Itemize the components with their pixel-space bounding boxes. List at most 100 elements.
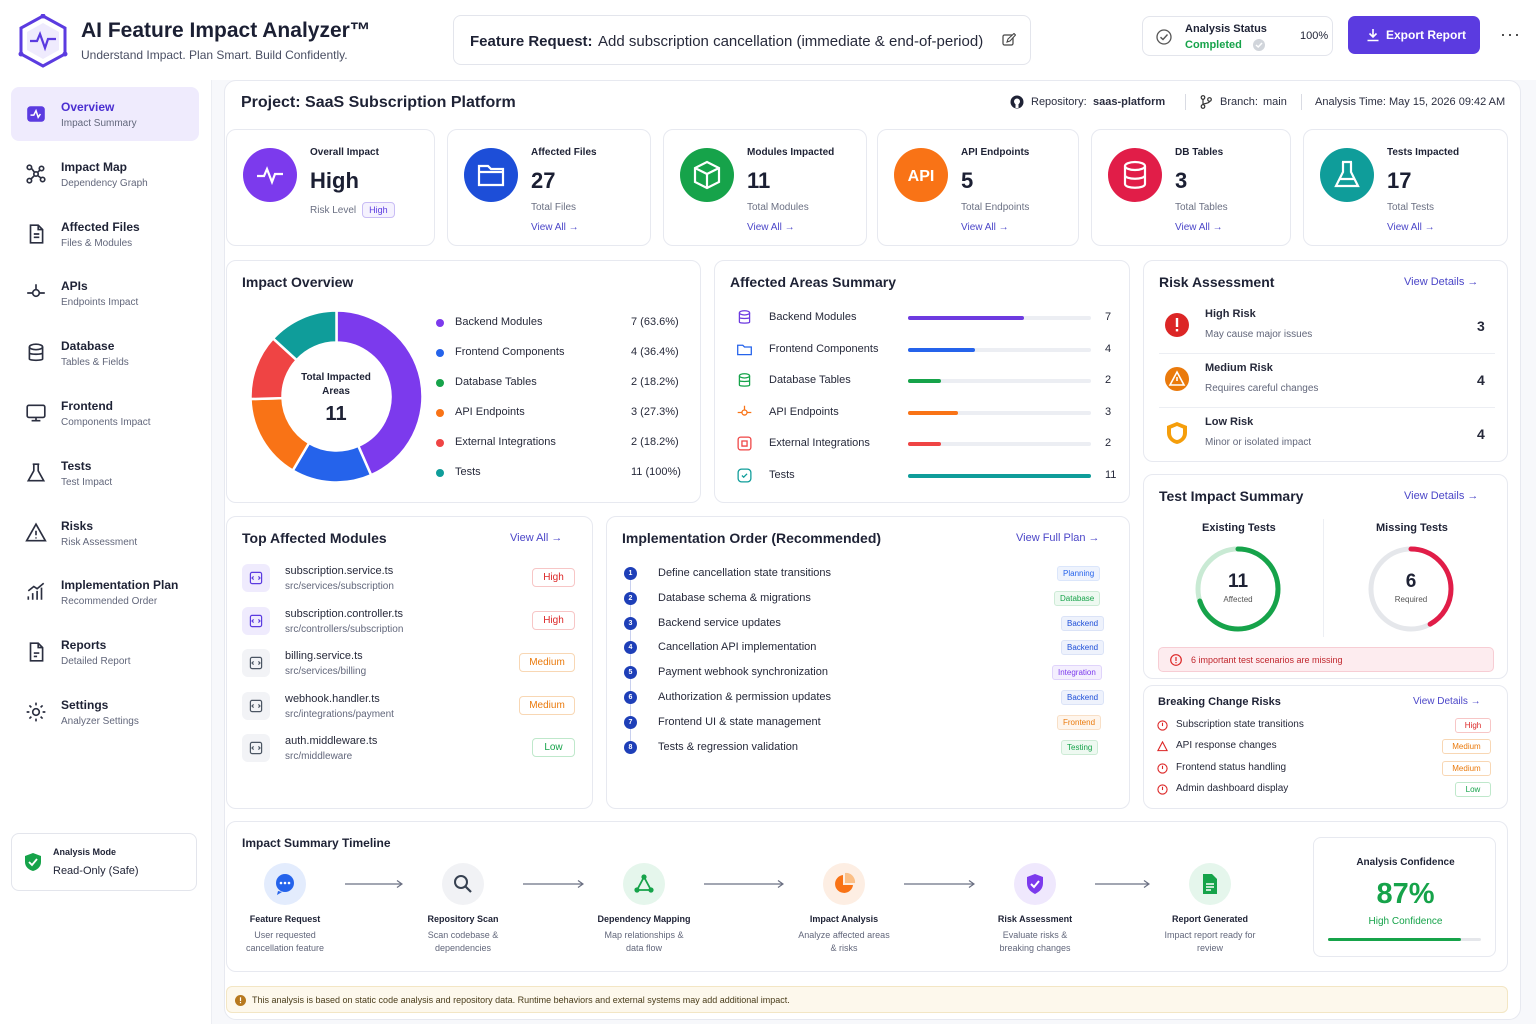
chat-icon bbox=[276, 874, 294, 895]
step-number: 1 bbox=[624, 567, 637, 580]
sidebar-item-sub: Dependency Graph bbox=[61, 177, 148, 189]
plan-view-full-link[interactable]: View Full Plan → bbox=[1016, 532, 1100, 544]
breaking-risk-icon bbox=[1157, 762, 1168, 774]
module-name[interactable]: webhook.handler.ts bbox=[285, 692, 380, 705]
app-title: AI Feature Impact Analyzer™ bbox=[81, 19, 371, 42]
stat-card-tests-impacted[interactable]: Tests Impacted 17 Total Tests View All → bbox=[1303, 129, 1508, 246]
legend-value: 2 (18.2%) bbox=[631, 376, 679, 388]
analysis-time: Analysis Time: May 15, 2026 09:42 AM bbox=[1315, 96, 1505, 108]
sidebar-item-overview[interactable]: Overview Impact Summary bbox=[11, 87, 199, 141]
stat-value: 11 bbox=[747, 168, 771, 193]
area-bar-fill bbox=[908, 442, 942, 447]
export-report-button[interactable]: Export Report bbox=[1348, 16, 1480, 54]
area-value: 4 bbox=[1105, 342, 1112, 355]
stat-card-affected-files[interactable]: Affected Files 27 Total Files View All → bbox=[447, 129, 651, 246]
stat-sub: Risk Level High bbox=[310, 202, 395, 218]
risk-view-details-link[interactable]: View Details → bbox=[1404, 276, 1479, 288]
risk-count: 3 bbox=[1477, 318, 1485, 334]
step-number: 2 bbox=[624, 591, 637, 605]
sidebar-item-apis[interactable]: APIs Endpoints Impact bbox=[11, 266, 199, 320]
view-all-link[interactable]: View All → bbox=[1387, 222, 1435, 233]
medium-risk-icon bbox=[1165, 367, 1189, 391]
area-bar-fill bbox=[908, 347, 975, 352]
module-name[interactable]: auth.middleware.ts bbox=[285, 735, 378, 747]
edit-icon[interactable] bbox=[1002, 33, 1016, 47]
stat-sub: Total Endpoints bbox=[961, 202, 1030, 213]
modules-view-all-link[interactable]: View All → bbox=[510, 532, 563, 544]
high-risk-icon bbox=[1165, 313, 1189, 337]
risk-title: Risk Assessment bbox=[1159, 274, 1275, 290]
implementation-plan-card: Implementation Order (Recommended) View … bbox=[606, 516, 1130, 809]
risk-label: Low Risk bbox=[1205, 416, 1254, 428]
arrow-right-icon bbox=[345, 880, 403, 888]
module-icon-box bbox=[242, 649, 270, 677]
area-bar-fill bbox=[908, 316, 1025, 320]
sidebar-item-affected-files[interactable]: Affected Files Files & Modules bbox=[11, 207, 199, 261]
arrow-right-icon bbox=[1095, 880, 1150, 888]
footer-note: This analysis is based on static code an… bbox=[226, 986, 1508, 1013]
breaking-title: Breaking Change Risks bbox=[1158, 696, 1281, 708]
stat-title: API Endpoints bbox=[961, 147, 1030, 158]
sidebar-item-label: Frontend bbox=[61, 399, 113, 413]
view-all-link[interactable]: View All → bbox=[961, 222, 1009, 233]
sidebar-item-settings[interactable]: Settings Analyzer Settings bbox=[11, 685, 199, 739]
report-icon bbox=[29, 642, 44, 662]
sidebar-item-label: Tests bbox=[61, 458, 92, 473]
feature-request-box[interactable]: Feature Request: Add subscription cancel… bbox=[453, 15, 1031, 65]
module-level-badge: Medium bbox=[519, 695, 575, 715]
sidebar-item-label: Risks bbox=[61, 518, 94, 533]
more-menu-icon[interactable]: ··· bbox=[1500, 24, 1521, 44]
plan-step-tag: Planning bbox=[1057, 566, 1101, 581]
status-percent: 100% bbox=[1300, 30, 1329, 42]
view-all-link[interactable]: View All → bbox=[531, 222, 579, 233]
area-label: Frontend Components bbox=[769, 342, 879, 355]
timeline-step-icon bbox=[1014, 863, 1056, 905]
sidebar-item-sub: Risk Assessment bbox=[61, 536, 138, 548]
timeline-step-sub: Evaluate risks & breaking changes bbox=[999, 930, 1071, 953]
module-name[interactable]: billing.service.ts bbox=[285, 650, 363, 662]
existing-tests-sub: Affected bbox=[1223, 595, 1253, 604]
database-icon bbox=[738, 373, 751, 387]
breaking-view-details-link[interactable]: View Details → bbox=[1413, 696, 1481, 707]
view-all-link[interactable]: View All → bbox=[1175, 222, 1223, 233]
mode-value: Read-Only (Safe) bbox=[53, 865, 139, 877]
breaking-risk-badge: Medium bbox=[1442, 739, 1491, 755]
alert-icon bbox=[1170, 654, 1182, 666]
stat-card-modules-impacted[interactable]: Modules Impacted 11 Total Modules View All … bbox=[663, 129, 867, 246]
timeline-step-title: Repository Scan bbox=[427, 914, 499, 924]
sidebar-item-sub: Files & Modules bbox=[61, 237, 133, 249]
view-all-link[interactable]: View All → bbox=[747, 222, 795, 233]
step-number: 8 bbox=[624, 740, 637, 754]
plan-step-label: Cancellation API implementation bbox=[658, 641, 817, 654]
analysis-status: Analysis Status Completed 100% bbox=[1142, 16, 1333, 56]
stat-icon bbox=[243, 148, 297, 202]
step-number: 3 bbox=[624, 616, 637, 630]
export-label: Export Report bbox=[1386, 28, 1467, 42]
module-level-badge: High bbox=[532, 610, 575, 630]
test-icon bbox=[737, 468, 752, 483]
tests-view-details-link[interactable]: View Details → bbox=[1404, 490, 1479, 502]
plan-step-tag: Database bbox=[1054, 590, 1101, 606]
breaking-risk-badge: Low bbox=[1455, 781, 1491, 797]
sidebar-item-risks[interactable]: Risks Risk Assessment bbox=[11, 506, 199, 560]
timeline-step-icon bbox=[623, 863, 665, 905]
timeline-step-sub: User requested cancellation feature bbox=[245, 930, 325, 953]
sidebar-item-sub: Analyzer Settings bbox=[61, 716, 139, 727]
module-name[interactable]: subscription.service.ts bbox=[285, 565, 394, 577]
sidebar-item-implementation-plan[interactable]: Implementation Plan Recommended Order bbox=[11, 565, 199, 619]
stat-card-db-tables[interactable]: DB Tables 3 Total Tables View All → bbox=[1091, 129, 1291, 246]
sidebar-item-impact-map[interactable]: Impact Map Dependency Graph bbox=[11, 147, 199, 201]
risk-sub: Requires careful changes bbox=[1205, 383, 1319, 394]
stat-card-overall-impact[interactable]: Overall Impact High Risk Level High bbox=[226, 129, 435, 246]
sidebar-item-frontend[interactable]: Frontend Components Impact bbox=[11, 386, 199, 440]
plan-step-tag: Integration bbox=[1052, 665, 1102, 681]
stat-card-api-endpoints[interactable]: API API Endpoints 5 Total Endpoints View All… bbox=[877, 129, 1079, 246]
sidebar-item-database[interactable]: Database Tables & Fields bbox=[11, 326, 199, 380]
analysis-time-label: Analysis Time: bbox=[1315, 96, 1386, 108]
module-name[interactable]: subscription.controller.ts bbox=[285, 607, 403, 620]
gear-icon bbox=[26, 702, 46, 722]
sidebar-item-reports[interactable]: Reports Detailed Report bbox=[11, 625, 199, 679]
donut-center-value: 11 bbox=[325, 403, 347, 425]
sidebar-item-tests[interactable]: Tests Test Impact bbox=[11, 446, 199, 500]
legend-dot bbox=[436, 469, 444, 477]
